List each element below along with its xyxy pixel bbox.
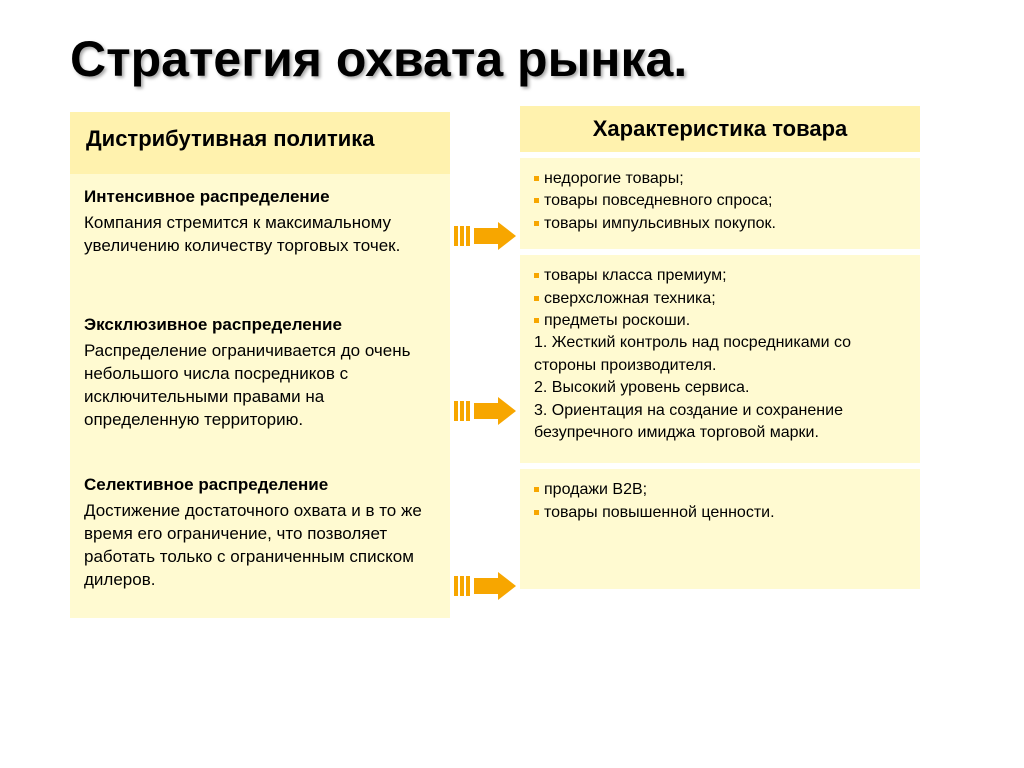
left-block-3-desc: Достижение достаточного охвата и в то же… [84, 500, 436, 592]
arrow-icon [454, 222, 516, 250]
list-item: недорогие товары; [534, 168, 906, 190]
main-grid: Дистрибутивная политика Интенсивное расп… [70, 112, 984, 618]
left-block-2-title: Эксклюзивное распределение [84, 314, 436, 337]
arrow-2 [450, 397, 520, 425]
left-block-1-desc: Компания стремится к максимальному увели… [84, 212, 436, 258]
slide-title: Стратегия охвата рынка. [70, 30, 984, 88]
right-block-1: недорогие товары; товары повседневного с… [520, 158, 920, 249]
right-block-3: продажи B2B; товары повышенной ценности. [520, 469, 920, 589]
left-block-1: Интенсивное распределение Компания стрем… [70, 174, 450, 302]
arrow-1 [450, 222, 520, 250]
list-item: предметы роскоши. [534, 310, 906, 332]
left-header: Дистрибутивная политика [70, 112, 450, 174]
left-block-2-desc: Распределение ограничивается до очень не… [84, 340, 436, 432]
left-block-1-title: Интенсивное распределение [84, 186, 436, 209]
right-block-2: товары класса премиум; сверхсложная техн… [520, 255, 920, 463]
arrow-column [450, 112, 520, 618]
list-item: продажи B2B; [534, 479, 906, 501]
arrow-icon [454, 572, 516, 600]
right-header: Характеристика товара [520, 106, 920, 152]
left-block-3-title: Селективное распределение [84, 474, 436, 497]
list-item: сверхсложная техника; [534, 288, 906, 310]
right-column: Характеристика товара недорогие товары; … [520, 112, 920, 618]
left-block-2: Эксклюзивное распределение Распределение… [70, 302, 450, 462]
left-block-3: Селективное распределение Достижение дос… [70, 462, 450, 618]
list-item: товары повышенной ценности. [534, 502, 906, 524]
list-item: 1. Жесткий контроль над посредниками со … [534, 332, 906, 377]
list-item: 3. Ориентация на создание и сохранение б… [534, 400, 906, 445]
list-item: товары класса премиум; [534, 265, 906, 287]
list-item: товары повседневного спроса; [534, 190, 906, 212]
list-item: 2. Высокий уровень сервиса. [534, 377, 906, 399]
arrow-3 [450, 572, 520, 600]
left-column: Дистрибутивная политика Интенсивное расп… [70, 112, 450, 618]
arrow-icon [454, 397, 516, 425]
list-item: товары импульсивных покупок. [534, 213, 906, 235]
